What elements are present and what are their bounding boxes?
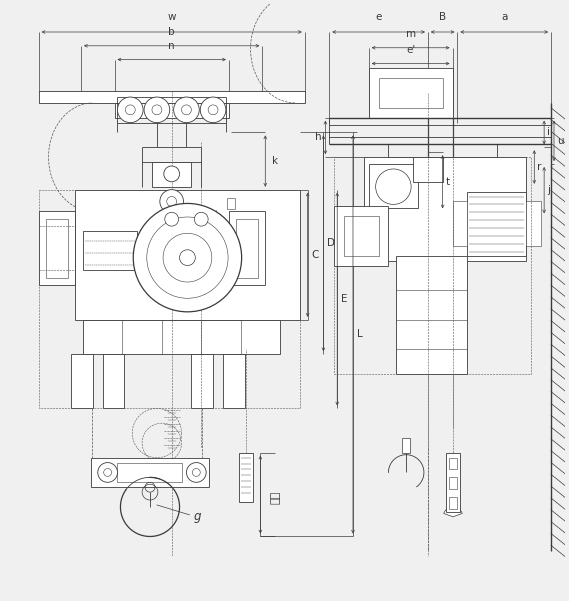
Bar <box>236 219 258 278</box>
Bar <box>446 453 460 512</box>
Text: n: n <box>168 41 175 50</box>
Bar <box>369 164 418 209</box>
Circle shape <box>187 463 206 482</box>
Bar <box>397 255 467 374</box>
Text: C: C <box>312 249 319 260</box>
Bar <box>227 198 235 209</box>
Circle shape <box>180 250 195 266</box>
Circle shape <box>117 97 143 123</box>
Circle shape <box>182 105 191 115</box>
Bar <box>334 206 389 266</box>
Text: E: E <box>341 294 348 304</box>
Text: t: t <box>446 177 450 187</box>
Bar <box>91 458 209 487</box>
Circle shape <box>98 463 117 482</box>
Text: m: m <box>406 29 416 39</box>
Text: L: L <box>357 329 362 340</box>
Bar <box>378 78 443 108</box>
Bar <box>452 201 467 246</box>
Bar <box>39 190 300 409</box>
Circle shape <box>160 190 183 213</box>
Text: e: e <box>376 12 382 22</box>
Text: w: w <box>167 12 176 22</box>
Bar <box>467 192 526 255</box>
Circle shape <box>200 97 226 123</box>
Bar <box>223 354 245 409</box>
Circle shape <box>174 97 199 123</box>
Bar <box>344 216 378 255</box>
Text: u: u <box>557 136 563 146</box>
Circle shape <box>125 105 135 115</box>
Text: i: i <box>547 127 550 138</box>
Circle shape <box>152 105 162 115</box>
Circle shape <box>165 212 179 226</box>
Bar <box>71 354 93 409</box>
Circle shape <box>208 105 218 115</box>
Circle shape <box>195 212 208 226</box>
Bar <box>39 212 75 285</box>
Bar <box>46 219 68 278</box>
Circle shape <box>133 204 242 312</box>
Bar <box>369 69 452 118</box>
Bar <box>448 458 457 469</box>
Text: b: b <box>168 27 175 37</box>
Bar <box>152 162 191 187</box>
Bar <box>238 453 253 502</box>
Bar <box>83 231 137 270</box>
Text: r: r <box>537 162 542 172</box>
Bar <box>191 354 213 409</box>
Bar <box>448 477 457 489</box>
Bar <box>448 497 457 509</box>
Bar <box>114 103 229 118</box>
Wedge shape <box>444 507 462 517</box>
Bar <box>102 354 125 409</box>
Bar <box>334 157 531 374</box>
Text: k: k <box>272 156 278 166</box>
Bar <box>364 157 526 261</box>
Bar <box>526 201 541 246</box>
Circle shape <box>164 166 180 182</box>
Text: 揚程: 揚程 <box>270 490 280 504</box>
Text: e': e' <box>406 44 415 55</box>
Bar <box>83 320 280 354</box>
Bar <box>39 91 305 103</box>
Text: D: D <box>327 239 335 248</box>
Bar <box>229 212 265 285</box>
Text: g: g <box>193 510 201 523</box>
Text: j: j <box>547 185 550 195</box>
Text: B: B <box>439 12 446 22</box>
Bar <box>75 190 300 320</box>
Bar <box>117 463 182 482</box>
Text: a: a <box>501 12 508 22</box>
Bar <box>402 438 410 453</box>
Text: h: h <box>315 132 321 142</box>
Circle shape <box>167 197 176 206</box>
Bar <box>413 157 443 182</box>
Circle shape <box>144 97 170 123</box>
